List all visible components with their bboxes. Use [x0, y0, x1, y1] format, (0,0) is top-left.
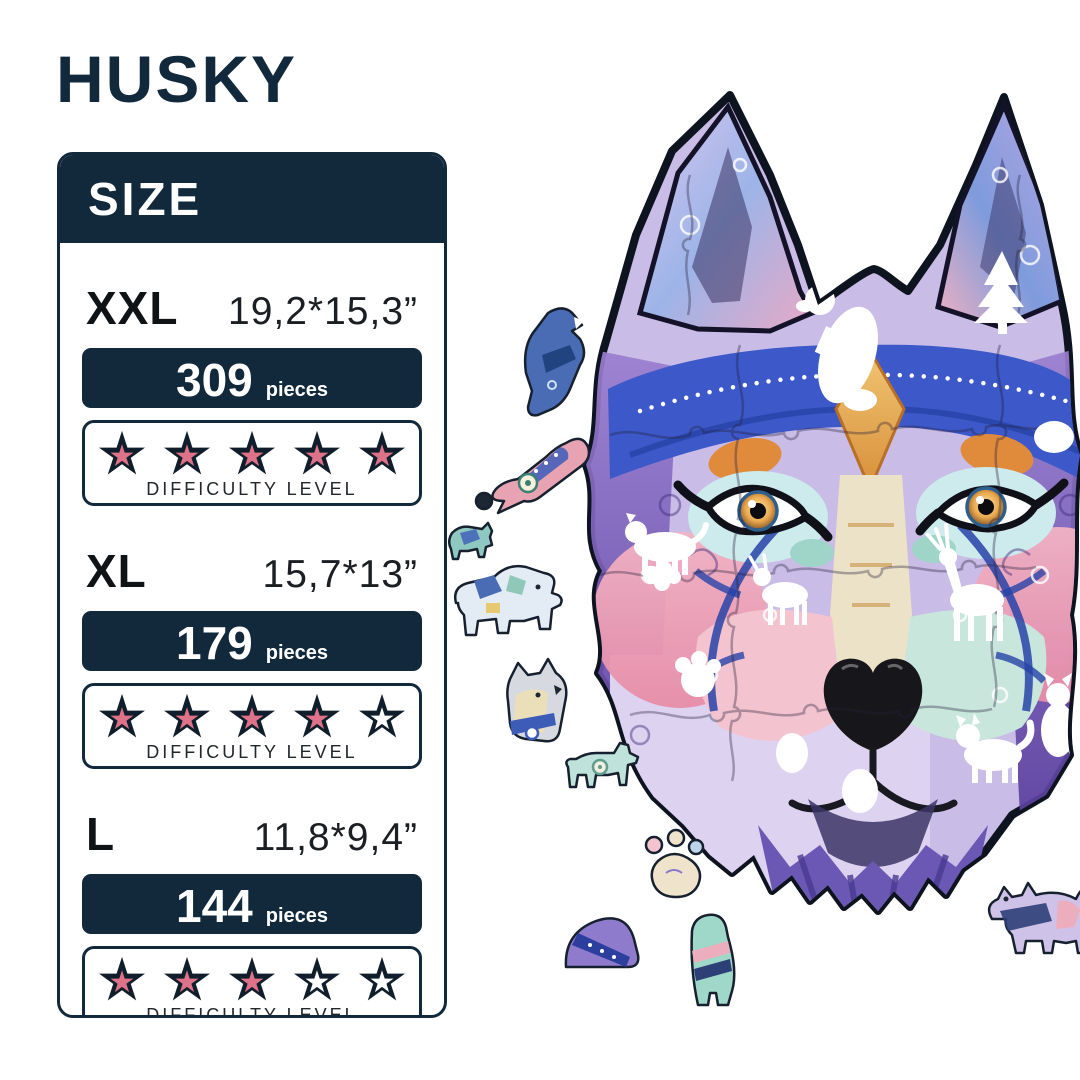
size-dimensions: 15,7*13”: [262, 553, 418, 596]
size-option-l: L 11,8*9,4” 144 pieces DIFFICULTY LEV: [82, 807, 422, 1018]
difficulty-box: DIFFICULTY LEVEL: [82, 946, 422, 1018]
star-icon: [357, 956, 407, 1002]
size-option-xl: XL 15,7*13” 179 pieces DIFFICULTY LEV: [82, 544, 422, 769]
difficulty-box: DIFFICULTY LEVEL: [82, 683, 422, 769]
size-panel-header: SIZE: [60, 155, 444, 243]
page-title: HUSKY: [56, 42, 298, 116]
pieces-badge: 144 pieces: [82, 874, 422, 934]
star-icon: [227, 430, 277, 476]
pieces-badge: 179 pieces: [82, 611, 422, 671]
star-icon: [227, 956, 277, 1002]
star-rating: [97, 430, 407, 476]
pieces-count: 144: [175, 880, 253, 932]
pieces-count: 309: [175, 354, 253, 406]
pieces-count: 179: [175, 617, 253, 669]
paw-print-piece: [644, 828, 705, 899]
star-icon: [97, 693, 147, 739]
dome-piece: [564, 917, 640, 969]
polar-bear-piece: [454, 564, 563, 637]
size-dimensions: 11,8*9,4”: [253, 816, 418, 859]
husky-head: [582, 91, 1080, 915]
star-icon: [357, 693, 407, 739]
wolf-head-piece: [506, 657, 568, 743]
star-icon: [162, 956, 212, 1002]
husky-puzzle-artwork: [448, 91, 1080, 1007]
pine-tree-cutout: [974, 251, 1028, 334]
standing-bear-piece: [523, 307, 586, 417]
star-rating: [97, 693, 407, 739]
bird-feather-piece: [474, 437, 591, 515]
size-panel: SIZE XXL 19,2*15,3” 309 pieces: [57, 152, 447, 1018]
star-icon: [292, 430, 342, 476]
puppy-cutout: [956, 713, 1035, 783]
size-label: L: [86, 808, 116, 860]
difficulty-box: DIFFICULTY LEVEL: [82, 420, 422, 506]
pieces-word: pieces: [265, 642, 328, 664]
star-icon: [357, 430, 407, 476]
deer-cutout: [926, 523, 1004, 641]
star-icon: [292, 693, 342, 739]
size-option-row: L 11,8*9,4”: [82, 807, 422, 861]
husky-dog-piece: [987, 881, 1080, 955]
size-dimensions: 19,2*15,3”: [228, 290, 418, 333]
blob-cutout: [842, 769, 878, 813]
star-rating: [97, 956, 407, 1002]
star-icon: [162, 693, 212, 739]
difficulty-label: DIFFICULTY LEVEL: [146, 742, 358, 762]
pieces-word: pieces: [265, 905, 328, 927]
whimsy-pieces: [448, 307, 1080, 1007]
size-label: XL: [86, 545, 147, 597]
husky-nose: [788, 658, 958, 867]
size-option-xxl: XXL 19,2*15,3” 309 pieces DIFFICULTY: [82, 281, 422, 506]
size-panel-body: XXL 19,2*15,3” 309 pieces DIFFICULTY: [60, 281, 444, 1018]
goat-cutout: [748, 553, 808, 625]
size-option-row: XXL 19,2*15,3”: [82, 281, 422, 335]
figure-piece: [690, 913, 736, 1007]
blob-cutout: [776, 733, 808, 773]
star-icon: [292, 956, 342, 1002]
flower-cutout: [643, 561, 681, 591]
rearing-bear-cutout: [796, 281, 878, 411]
pieces-badge: 309 pieces: [82, 348, 422, 408]
difficulty-label: DIFFICULTY LEVEL: [146, 1005, 358, 1018]
blob-cutout: [1034, 421, 1074, 453]
size-option-row: XL 15,7*13”: [82, 544, 422, 598]
piglet-piece: [448, 521, 494, 561]
paw-blob-cutout: [675, 651, 721, 697]
star-icon: [162, 430, 212, 476]
star-icon: [227, 693, 277, 739]
size-panel-header-label: SIZE: [88, 173, 203, 225]
size-label: XXL: [86, 282, 179, 334]
star-icon: [97, 956, 147, 1002]
husky-eyes: [673, 478, 1069, 542]
star-icon: [97, 430, 147, 476]
small-horse-piece: [565, 741, 640, 789]
pieces-word: pieces: [265, 379, 328, 401]
difficulty-label: DIFFICULTY LEVEL: [146, 479, 358, 499]
